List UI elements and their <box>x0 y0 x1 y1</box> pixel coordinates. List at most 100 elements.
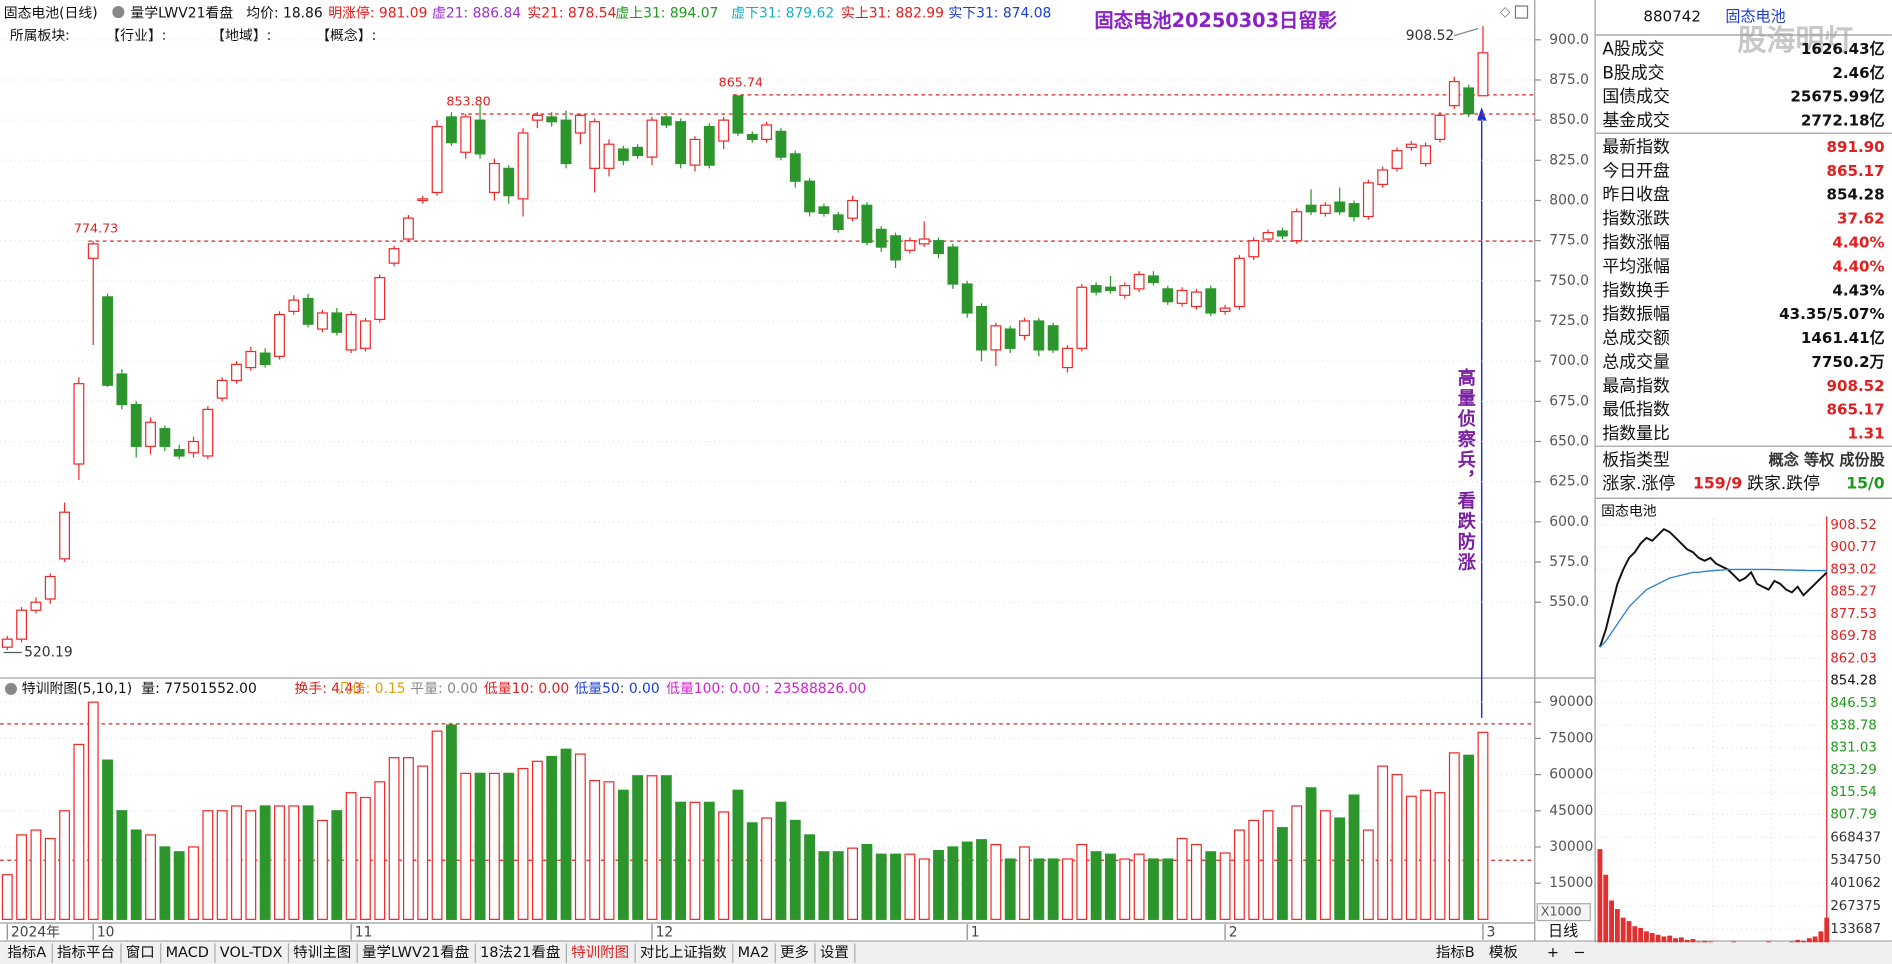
volume-bar <box>374 781 386 920</box>
panel-item: 换手: 4.43 <box>294 680 362 697</box>
volume-bar <box>1076 843 1088 920</box>
candle-body <box>1119 285 1131 296</box>
candle-body <box>145 421 156 447</box>
volume-bar <box>503 772 515 920</box>
row-value: 2772.18亿 <box>1801 112 1885 130</box>
volume-bar <box>16 834 28 920</box>
volume-bar <box>761 817 773 920</box>
row-value: 37.62 <box>1837 210 1885 228</box>
row-label: 今日开盘 <box>1602 160 1670 180</box>
row-label: 基金成交 <box>1602 110 1670 130</box>
dropdown-icon[interactable] <box>112 6 125 19</box>
tab[interactable]: 窗口 <box>126 943 155 961</box>
tab[interactable]: 特训主图 <box>293 944 351 961</box>
tab[interactable]: 更多 <box>780 944 809 961</box>
security-name: 固态电池 <box>1725 7 1785 25</box>
y-tick-label: 668437 <box>1830 830 1881 845</box>
volume-bar <box>1219 852 1231 920</box>
row-label: 指数量比 <box>1602 423 1670 443</box>
volume-bar <box>1033 858 1045 920</box>
y-tick-label: 900.77 <box>1830 540 1876 555</box>
y-tick-label: 725.0 <box>1549 313 1589 329</box>
tab[interactable]: 指标B <box>1436 944 1475 961</box>
volume-bar <box>660 775 672 920</box>
volume-bar <box>947 846 959 920</box>
volume-bar <box>718 811 730 920</box>
unit-label: X1000 <box>1541 904 1582 919</box>
volume-bar <box>288 805 300 920</box>
zoom-button[interactable]: − <box>1573 945 1585 961</box>
row-label: 最新指数 <box>1602 136 1670 156</box>
intraday-volume-bar <box>1597 849 1603 952</box>
candle-body <box>1076 286 1088 349</box>
candle-body <box>775 130 787 158</box>
volume-bar <box>1190 843 1202 920</box>
tab[interactable]: 量学LWV21看盘 <box>362 943 469 961</box>
y-tick-label: 893.02 <box>1830 562 1876 577</box>
indicator-name[interactable]: 量学LWV21看盘 <box>130 4 233 21</box>
candle-body <box>1090 285 1102 293</box>
zoom-button[interactable]: + <box>1547 945 1559 961</box>
candle-body <box>202 408 214 457</box>
candle-body <box>589 121 601 169</box>
volume-bar <box>360 796 371 920</box>
tab[interactable]: 设置 <box>820 944 849 961</box>
row-label: 总成交量 <box>1602 351 1670 371</box>
candle-body <box>231 363 242 382</box>
period-label[interactable]: 日线 <box>1548 922 1578 940</box>
tab[interactable]: VOL-TDX <box>220 945 283 961</box>
volume-bar <box>102 759 113 920</box>
volume-bar <box>703 801 715 920</box>
volume-bar <box>1148 858 1159 920</box>
row-label: 指数换手 <box>1602 280 1670 300</box>
tab[interactable]: 指标A <box>7 944 46 961</box>
header-item: 实上31: 882.99 <box>841 5 944 21</box>
row-value: 908.52 <box>1826 377 1884 395</box>
volume-bar <box>560 748 572 920</box>
candle-body <box>331 312 343 333</box>
candle-body <box>1276 230 1288 237</box>
tab[interactable]: MACD <box>166 945 209 961</box>
volume-bar <box>331 810 343 920</box>
panel-item: 平量: 0.00 <box>410 681 478 697</box>
candle-body <box>818 206 830 214</box>
dropdown-icon[interactable] <box>4 682 17 695</box>
annotation-label: 520.19 <box>24 645 72 661</box>
breadth-label: 跌家.跌停 <box>1747 473 1820 493</box>
candle-body <box>789 153 801 182</box>
volume-bar <box>1477 731 1489 920</box>
volume-bar <box>1405 795 1417 920</box>
candle-body <box>30 601 42 611</box>
volume-bar <box>1248 819 1260 920</box>
row-label: 国债成交 <box>1602 86 1670 106</box>
tab[interactable]: MA2 <box>738 945 770 961</box>
candle-body <box>1233 257 1245 308</box>
volume-bar <box>1362 829 1374 920</box>
candle-body <box>1 638 13 648</box>
tab[interactable]: 模板 <box>1489 943 1518 961</box>
intraday-volume-bar <box>1824 917 1830 952</box>
tab[interactable]: 18法21看盘 <box>480 943 560 961</box>
icon[interactable]: ◇ <box>1500 4 1511 20</box>
tab[interactable]: 特训附图 <box>571 944 629 961</box>
intraday-volume-bar <box>1603 874 1609 952</box>
intraday-volume-bar <box>1609 900 1614 952</box>
volume-bar <box>746 822 758 920</box>
icon[interactable] <box>1514 5 1529 19</box>
candle-body <box>961 283 973 314</box>
y-tick-label: 600.0 <box>1549 514 1589 530</box>
row-label: 最高指数 <box>1602 375 1670 395</box>
candle-body <box>617 148 629 161</box>
volume-bar <box>574 753 586 920</box>
volume-bar <box>1004 858 1016 920</box>
candle-body <box>1305 204 1317 213</box>
y-tick-label: 875.0 <box>1549 72 1589 88</box>
candle-body <box>345 313 357 351</box>
volume-bar <box>789 819 801 920</box>
intraday-volume-bar <box>1626 921 1632 952</box>
candle-body <box>689 138 701 166</box>
tab[interactable]: 对比上证指数 <box>640 944 727 961</box>
row-label: 总成交额 <box>1602 328 1670 348</box>
tab[interactable]: 指标平台 <box>57 944 115 961</box>
header-item: 均价: 18.86 <box>246 5 322 21</box>
